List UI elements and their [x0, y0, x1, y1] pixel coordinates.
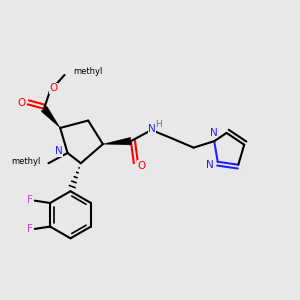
Text: N: N [206, 160, 214, 170]
Text: O: O [49, 83, 58, 93]
Text: O: O [17, 98, 26, 108]
Text: methyl: methyl [11, 157, 40, 166]
Text: methyl: methyl [73, 67, 102, 76]
Text: N: N [210, 128, 218, 138]
Text: F: F [27, 224, 32, 235]
Polygon shape [41, 106, 60, 128]
Text: H: H [155, 120, 162, 129]
Polygon shape [103, 137, 131, 145]
Text: F: F [27, 195, 32, 205]
Text: O: O [137, 160, 146, 171]
Text: N: N [55, 146, 63, 157]
Text: N: N [148, 124, 156, 134]
